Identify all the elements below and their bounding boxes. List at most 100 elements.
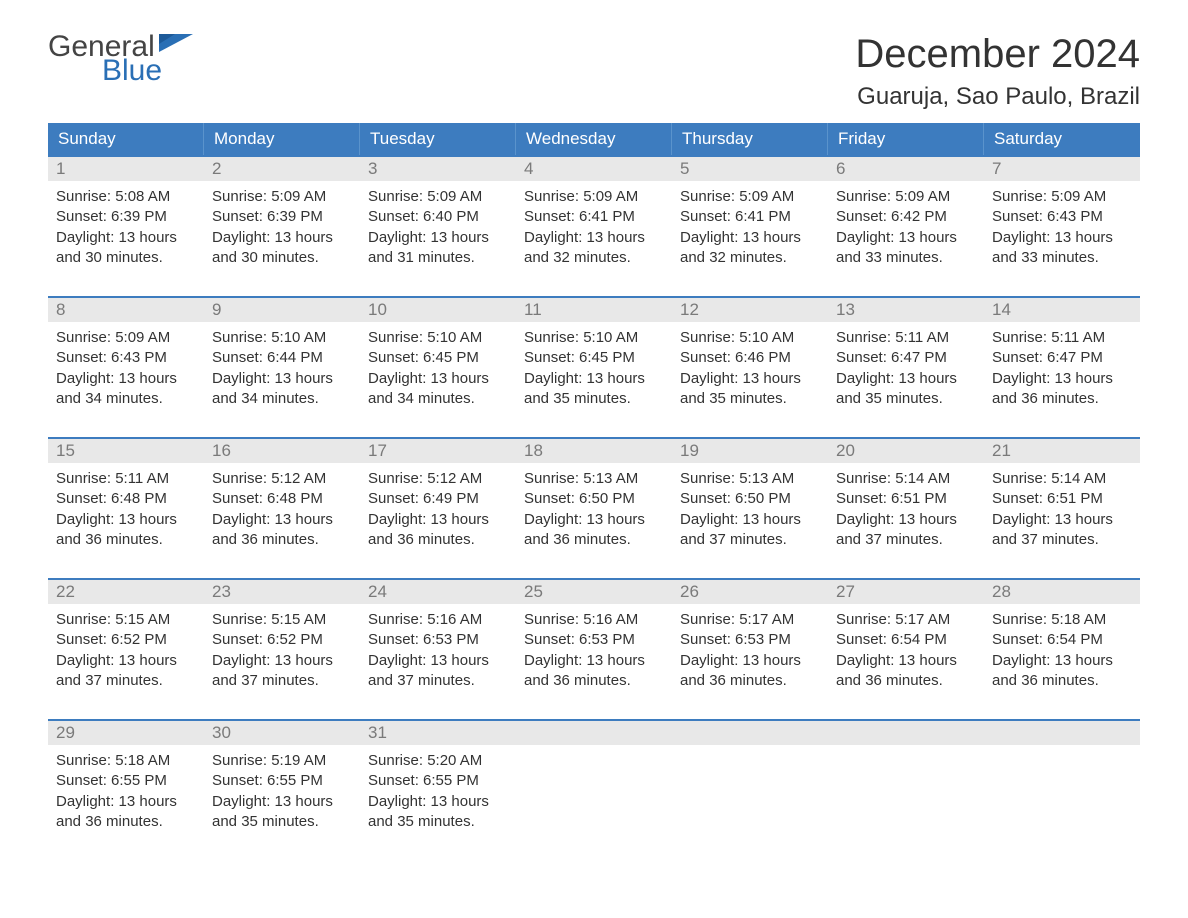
daylight-line: Daylight: 13 hours and 36 minutes. <box>212 510 352 551</box>
day-number-row: 14 <box>984 298 1140 322</box>
sunrise-line: Sunrise: 5:09 AM <box>212 187 352 207</box>
day-number: 14 <box>992 300 1011 319</box>
calendar-day: 16Sunrise: 5:12 AMSunset: 6:48 PMDayligh… <box>204 439 360 560</box>
logo: General Blue <box>48 32 193 86</box>
day-number-row: 23 <box>204 580 360 604</box>
sunrise-line: Sunrise: 5:19 AM <box>212 751 352 771</box>
weekday-header-cell: Saturday <box>984 123 1140 155</box>
day-body: Sunrise: 5:12 AMSunset: 6:48 PMDaylight:… <box>204 463 360 560</box>
daylight-line: Daylight: 13 hours and 36 minutes. <box>680 651 820 692</box>
day-number: 7 <box>992 159 1001 178</box>
day-number-row: 12 <box>672 298 828 322</box>
day-body: Sunrise: 5:20 AMSunset: 6:55 PMDaylight:… <box>360 745 516 842</box>
day-body: Sunrise: 5:08 AMSunset: 6:39 PMDaylight:… <box>48 181 204 278</box>
daylight-line: Daylight: 13 hours and 30 minutes. <box>212 228 352 269</box>
daylight-line: Daylight: 13 hours and 36 minutes. <box>524 510 664 551</box>
sunset-line: Sunset: 6:53 PM <box>368 630 508 650</box>
daylight-line: Daylight: 13 hours and 34 minutes. <box>368 369 508 410</box>
day-number-row: 22 <box>48 580 204 604</box>
calendar-day: 10 Sunrise: 5:10 AMSunset: 6:45 PMDayligh… <box>360 298 516 419</box>
day-number-row: . <box>672 721 828 745</box>
sunset-line: Sunset: 6:55 PM <box>56 771 196 791</box>
daylight-line: Daylight: 13 hours and 35 minutes. <box>524 369 664 410</box>
day-body: Sunrise: 5:10 AMSunset: 6:45 PMDaylight:… <box>360 322 516 419</box>
day-number: 26 <box>680 582 699 601</box>
daylight-line: Daylight: 13 hours and 32 minutes. <box>680 228 820 269</box>
sunrise-line: Sunrise: 5:10 AM <box>368 328 508 348</box>
sunrise-line: Sunrise: 5:20 AM <box>368 751 508 771</box>
weekday-header: SundayMondayTuesdayWednesdayThursdayFrid… <box>48 123 1140 155</box>
calendar-day: 14 Sunrise: 5:11 AMSunset: 6:47 PMDayligh… <box>984 298 1140 419</box>
day-number-row: 5 <box>672 157 828 181</box>
day-number-row: . <box>984 721 1140 745</box>
day-body <box>672 745 828 761</box>
sunset-line: Sunset: 6:55 PM <box>212 771 352 791</box>
day-number-row: 31 <box>360 721 516 745</box>
day-number-row: 27 <box>828 580 984 604</box>
sunset-line: Sunset: 6:43 PM <box>56 348 196 368</box>
sunrise-line: Sunrise: 5:09 AM <box>524 187 664 207</box>
calendar-day: . <box>984 721 1140 842</box>
day-number-row: 9 <box>204 298 360 322</box>
sunset-line: Sunset: 6:47 PM <box>836 348 976 368</box>
daylight-line: Daylight: 13 hours and 36 minutes. <box>836 651 976 692</box>
calendar-day: 2Sunrise: 5:09 AMSunset: 6:39 PMDaylight… <box>204 157 360 278</box>
sunset-line: Sunset: 6:48 PM <box>212 489 352 509</box>
weekday-header-cell: Wednesday <box>516 123 672 155</box>
header: General Blue December 2024 Guaruja, Sao … <box>48 32 1140 111</box>
sunrise-line: Sunrise: 5:09 AM <box>368 187 508 207</box>
daylight-line: Daylight: 13 hours and 35 minutes. <box>836 369 976 410</box>
calendar: SundayMondayTuesdayWednesdayThursdayFrid… <box>48 123 1140 842</box>
daylight-line: Daylight: 13 hours and 36 minutes. <box>368 510 508 551</box>
sunset-line: Sunset: 6:42 PM <box>836 207 976 227</box>
sunset-line: Sunset: 6:39 PM <box>212 207 352 227</box>
day-number: 3 <box>368 159 377 178</box>
sunset-line: Sunset: 6:50 PM <box>680 489 820 509</box>
day-body: Sunrise: 5:11 AMSunset: 6:48 PMDaylight:… <box>48 463 204 560</box>
day-body: Sunrise: 5:17 AMSunset: 6:54 PMDaylight:… <box>828 604 984 701</box>
daylight-line: Daylight: 13 hours and 36 minutes. <box>992 651 1132 692</box>
day-number-row: 20 <box>828 439 984 463</box>
day-number-row: 13 <box>828 298 984 322</box>
calendar-day: 18Sunrise: 5:13 AMSunset: 6:50 PMDayligh… <box>516 439 672 560</box>
day-body: Sunrise: 5:14 AMSunset: 6:51 PMDaylight:… <box>828 463 984 560</box>
sunrise-line: Sunrise: 5:16 AM <box>368 610 508 630</box>
day-body: Sunrise: 5:11 AMSunset: 6:47 PMDaylight:… <box>828 322 984 419</box>
calendar-day: 26Sunrise: 5:17 AMSunset: 6:53 PMDayligh… <box>672 580 828 701</box>
sunrise-line: Sunrise: 5:08 AM <box>56 187 196 207</box>
calendar-week: 29Sunrise: 5:18 AMSunset: 6:55 PMDayligh… <box>48 719 1140 842</box>
daylight-line: Daylight: 13 hours and 36 minutes. <box>56 792 196 833</box>
day-number: 28 <box>992 582 1011 601</box>
sunset-line: Sunset: 6:52 PM <box>212 630 352 650</box>
day-number-row: 4 <box>516 157 672 181</box>
day-number: 24 <box>368 582 387 601</box>
day-number-row: 8 <box>48 298 204 322</box>
day-number: 12 <box>680 300 699 319</box>
day-number: 27 <box>836 582 855 601</box>
sunrise-line: Sunrise: 5:10 AM <box>524 328 664 348</box>
day-number: 23 <box>212 582 231 601</box>
calendar-day: 15Sunrise: 5:11 AMSunset: 6:48 PMDayligh… <box>48 439 204 560</box>
calendar-day: 28Sunrise: 5:18 AMSunset: 6:54 PMDayligh… <box>984 580 1140 701</box>
day-body: Sunrise: 5:09 AMSunset: 6:39 PMDaylight:… <box>204 181 360 278</box>
day-body: Sunrise: 5:09 AMSunset: 6:41 PMDaylight:… <box>672 181 828 278</box>
calendar-day: 12 Sunrise: 5:10 AMSunset: 6:46 PMDayligh… <box>672 298 828 419</box>
calendar-day: 1Sunrise: 5:08 AMSunset: 6:39 PMDaylight… <box>48 157 204 278</box>
sunset-line: Sunset: 6:39 PM <box>56 207 196 227</box>
calendar-day: 25Sunrise: 5:16 AMSunset: 6:53 PMDayligh… <box>516 580 672 701</box>
weekday-header-cell: Sunday <box>48 123 204 155</box>
sunrise-line: Sunrise: 5:10 AM <box>212 328 352 348</box>
sunrise-line: Sunrise: 5:11 AM <box>836 328 976 348</box>
day-body: Sunrise: 5:16 AMSunset: 6:53 PMDaylight:… <box>516 604 672 701</box>
daylight-line: Daylight: 13 hours and 33 minutes. <box>992 228 1132 269</box>
day-body: Sunrise: 5:11 AMSunset: 6:47 PMDaylight:… <box>984 322 1140 419</box>
day-number: 30 <box>212 723 231 742</box>
calendar-day: 13Sunrise: 5:11 AMSunset: 6:47 PMDayligh… <box>828 298 984 419</box>
day-number: 10 <box>368 300 387 319</box>
sunset-line: Sunset: 6:40 PM <box>368 207 508 227</box>
day-number-row: 3 <box>360 157 516 181</box>
sunrise-line: Sunrise: 5:15 AM <box>212 610 352 630</box>
day-body: Sunrise: 5:10 AMSunset: 6:46 PMDaylight:… <box>672 322 828 419</box>
sunset-line: Sunset: 6:46 PM <box>680 348 820 368</box>
day-number: 18 <box>524 441 543 460</box>
